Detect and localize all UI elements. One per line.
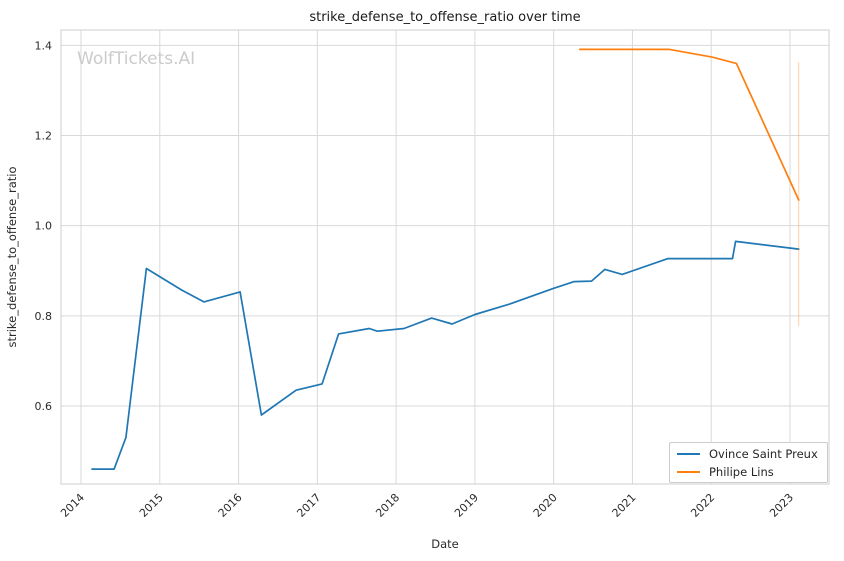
plot-border [60, 29, 830, 485]
y-gridlines [61, 44, 829, 407]
x-tick-label: 2014 [58, 491, 87, 520]
x-tick-label: 2019 [452, 491, 481, 520]
x-tick-label: 2015 [137, 491, 166, 520]
x-axis-label: Date [431, 537, 459, 551]
x-tick-label: 2020 [531, 491, 560, 520]
chart-title: strike_defense_to_offense_ratio over tim… [309, 10, 580, 25]
y-tick-label: 1.2 [35, 129, 53, 142]
legend-label: Ovince Saint Preux [709, 446, 818, 461]
x-gridlines [80, 30, 791, 484]
legend-line-swatch [677, 470, 700, 473]
x-tick-label: 2018 [373, 491, 402, 520]
x-tick-label: 2022 [688, 491, 717, 520]
y-tick-label: 0.8 [35, 310, 53, 323]
legend-label: Philipe Lins [709, 464, 774, 479]
series-layer [91, 48, 800, 470]
legend-line-swatch [677, 452, 700, 455]
y-axis-label: strike_defense_to_offense_ratio [5, 166, 19, 347]
y-tick-label: 1.4 [35, 39, 53, 52]
series-line-ovince-saint-preux [91, 240, 800, 470]
legend-entry: Philipe Lins [677, 465, 827, 479]
legend: Ovince Saint Preux Philipe Lins [669, 442, 828, 483]
series-line-philipe-lins [578, 48, 800, 201]
y-tick-label: 1.0 [35, 220, 53, 233]
y-axis-tick-labels: 0.6 0.8 1.0 1.2 1.4 [35, 39, 53, 413]
x-tick-label: 2017 [294, 491, 323, 520]
x-tick-label: 2021 [610, 491, 639, 520]
legend-entry: Ovince Saint Preux [677, 447, 827, 461]
x-tick-label: 2016 [216, 491, 245, 520]
y-tick-label: 0.6 [35, 400, 53, 413]
x-tick-label: 2023 [767, 491, 796, 520]
x-axis-tick-labels: 2014 2015 2016 2017 2018 2019 2020 2021 2022 2023 [58, 491, 796, 520]
watermark: WolfTickets.AI [77, 49, 195, 69]
